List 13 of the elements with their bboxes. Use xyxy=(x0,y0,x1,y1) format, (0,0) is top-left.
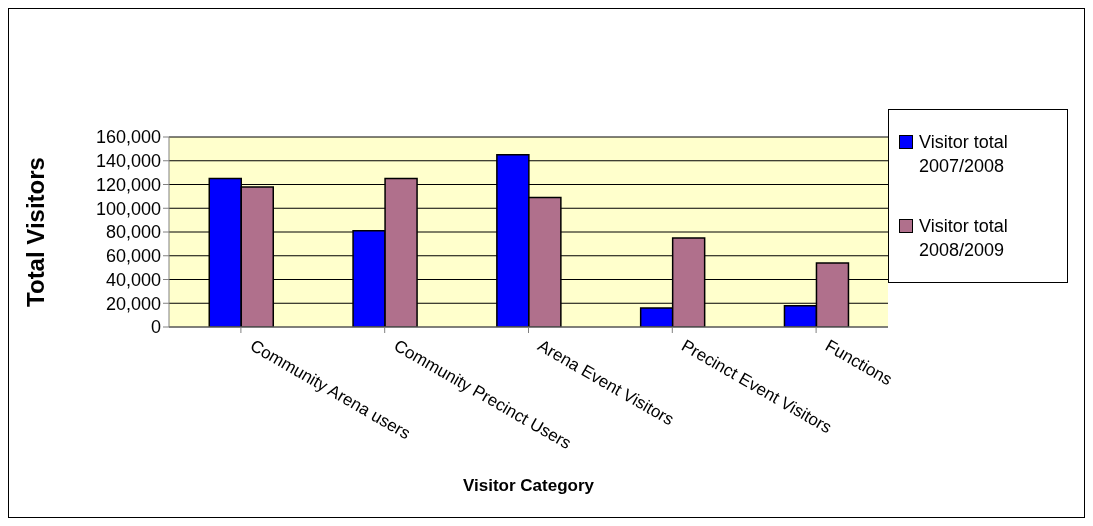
y-tick-label: 20,000 xyxy=(105,293,161,314)
legend-label: Visitor total 2007/2008 xyxy=(919,131,1009,178)
y-tick-label: 40,000 xyxy=(105,269,161,290)
y-axis-title: Total Visitors xyxy=(21,157,49,307)
y-tick-label: 0 xyxy=(150,317,161,338)
y-tick-label: 160,000 xyxy=(95,127,161,148)
legend-label: Visitor total 2008/2009 xyxy=(919,215,1009,262)
x-axis-title: Visitor Category xyxy=(462,476,595,495)
y-tick-label: 140,000 xyxy=(95,151,161,172)
y-tick-label: 80,000 xyxy=(105,222,161,243)
y-tick-label: 120,000 xyxy=(95,174,161,195)
y-tick-label: 60,000 xyxy=(105,246,161,267)
y-tick-label: 100,000 xyxy=(95,198,161,219)
